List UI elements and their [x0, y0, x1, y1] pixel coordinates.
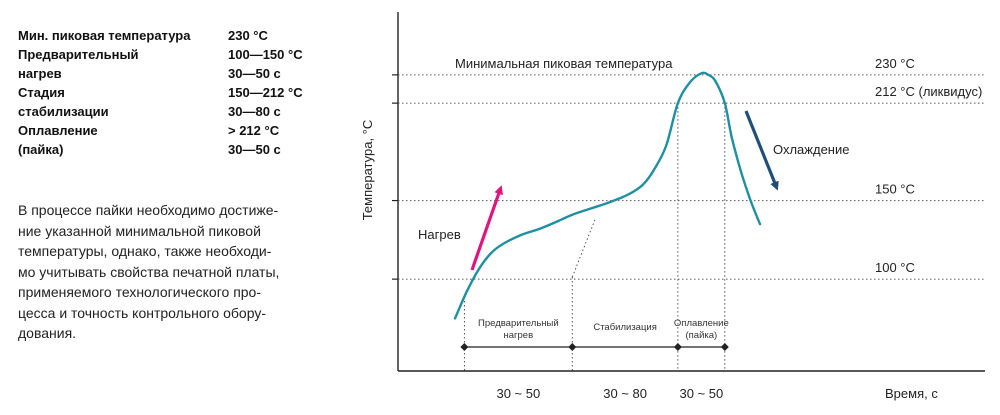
spec-row: стабилизации 30—80 с: [18, 102, 338, 121]
reference-label: 100 °C: [875, 260, 915, 275]
spec-label: Предварительный: [18, 47, 139, 62]
spec-value: 230 °C: [228, 28, 268, 43]
phase-duration-label: 30 ~ 80: [603, 386, 647, 401]
spec-label: (пайка): [18, 142, 64, 157]
phase-label: Предварительный: [478, 318, 559, 329]
description-line: мо учитывать свойства печатной платы,: [18, 263, 280, 280]
reference-label: 212 °C (ликвидус): [875, 84, 982, 99]
phase-label: (пайка): [685, 330, 717, 341]
cooling-label: Охлаждение: [773, 142, 849, 157]
description-paragraph: В процессе пайки необходимо достиже-ние …: [18, 200, 330, 344]
spec-value: 30—50 с: [228, 142, 281, 157]
phase-marker: [460, 343, 469, 351]
heating-label: Нагрев: [418, 227, 461, 242]
spec-value: 100—150 °C: [228, 47, 303, 62]
spec-row: Мин. пиковая температура 230 °C: [18, 26, 338, 45]
spec-row: Предварительный 100—150 °C: [18, 45, 338, 64]
spec-value: 150—212 °C: [228, 85, 303, 100]
reference-label: 150 °C: [875, 182, 915, 197]
phase-label: Стабилизация: [593, 322, 657, 333]
phase-connector-line: [571, 218, 596, 278]
spec-row: Оплавление > 212 °C: [18, 121, 338, 140]
description-line: применяемого технологического про-: [18, 284, 262, 300]
phase-marker: [720, 343, 729, 351]
spec-label: нагрев: [18, 66, 62, 81]
spec-label: стабилизации: [18, 104, 109, 119]
spec-value: 30—50 с: [228, 66, 281, 81]
description-line: В процессе пайки необходимо достиже-: [18, 202, 279, 218]
phase-label: нагрев: [504, 330, 534, 341]
phase-duration-label: 30 ~ 50: [679, 386, 723, 401]
x-axis-label: Время, с: [885, 386, 938, 401]
y-axis-label: Температура, °C: [360, 120, 375, 221]
description-line: дования.: [18, 325, 77, 341]
phase-duration-label: 30 ~ 50: [496, 386, 540, 401]
temperature-curve: [453, 71, 762, 320]
description-line: цесса и точность контрольного обору-: [18, 304, 266, 321]
spec-value: 30—80 с: [228, 104, 281, 119]
phase-label: Оплавление: [674, 318, 729, 329]
spec-table: Мин. пиковая температура 230 °C Предварите…: [18, 26, 338, 159]
reference-label: 230 °C: [875, 56, 915, 71]
phase-marker: [568, 343, 577, 351]
spec-label: Стадия: [18, 85, 65, 100]
cooling-arrow: [744, 110, 779, 191]
spec-row: Стадия 150—212 °C: [18, 83, 338, 102]
peak-label: Минимальная пиковая температура: [455, 56, 673, 71]
spec-value: > 212 °C: [228, 123, 280, 138]
spec-row: нагрев 30—50 с: [18, 64, 338, 83]
phase-marker: [673, 343, 682, 351]
spec-label: Оплавление: [18, 123, 98, 138]
spec-row: (пайка) 30—50 с: [18, 140, 338, 159]
description-line: ние указанной минимальной пиковой: [18, 222, 261, 239]
description-line: температуры, однако, также необходи-: [18, 243, 272, 259]
spec-label: Мин. пиковая температура: [18, 28, 191, 43]
heating-arrow: [470, 185, 503, 271]
